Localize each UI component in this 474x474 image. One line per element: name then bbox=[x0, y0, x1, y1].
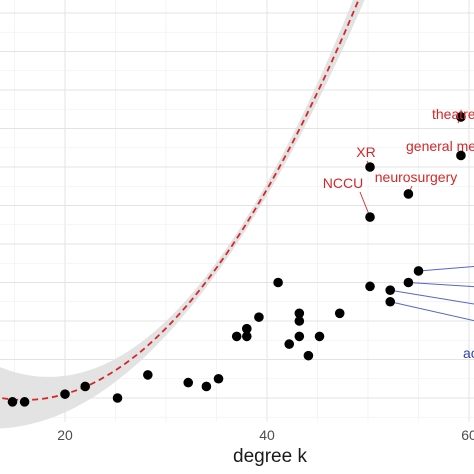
data-point bbox=[303, 350, 314, 361]
label-leader bbox=[390, 289, 474, 305]
point-label: XR bbox=[356, 144, 375, 160]
x-tick-label: 20 bbox=[57, 427, 73, 443]
data-point bbox=[385, 285, 396, 296]
label-leader bbox=[390, 301, 474, 322]
point-label: NCCU bbox=[323, 175, 363, 191]
data-point bbox=[60, 389, 70, 399]
data-point bbox=[284, 339, 295, 349]
point-label: neurosurgery bbox=[375, 169, 458, 185]
data-points bbox=[7, 112, 466, 407]
data-point bbox=[314, 331, 325, 342]
data-point bbox=[365, 162, 375, 172]
point-label: ac bbox=[463, 345, 474, 361]
data-point bbox=[7, 397, 18, 407]
label-leader bbox=[418, 265, 474, 272]
data-point bbox=[385, 296, 396, 307]
x-axis-ticks: 20 40 60 bbox=[57, 427, 474, 443]
data-point bbox=[365, 281, 375, 292]
x-axis-title: degree k bbox=[233, 446, 307, 467]
data-point bbox=[294, 331, 305, 342]
data-point bbox=[201, 381, 212, 392]
data-point bbox=[456, 112, 466, 122]
data-point bbox=[80, 381, 90, 392]
data-point bbox=[294, 308, 305, 319]
data-point bbox=[365, 212, 375, 222]
data-point bbox=[403, 189, 414, 199]
x-tick-label: 60 bbox=[461, 427, 474, 443]
data-point bbox=[254, 312, 264, 322]
data-point bbox=[294, 316, 305, 326]
data-point bbox=[19, 397, 30, 407]
data-point bbox=[112, 393, 123, 403]
data-point bbox=[242, 331, 252, 342]
data-point bbox=[242, 323, 252, 334]
data-point bbox=[334, 308, 345, 319]
confidence-band bbox=[0, 0, 365, 429]
x-tick-label: 40 bbox=[259, 427, 275, 443]
label-leader bbox=[408, 282, 474, 288]
data-point bbox=[213, 373, 224, 384]
data-point bbox=[413, 266, 424, 276]
data-point bbox=[403, 277, 414, 288]
point-label: general me bbox=[406, 138, 474, 154]
data-point bbox=[456, 150, 466, 161]
gridlines bbox=[0, 0, 474, 422]
data-point bbox=[183, 377, 194, 388]
point-label: theatre bbox=[432, 106, 474, 122]
data-point bbox=[143, 370, 153, 380]
data-point bbox=[231, 331, 242, 342]
data-point bbox=[273, 277, 283, 288]
